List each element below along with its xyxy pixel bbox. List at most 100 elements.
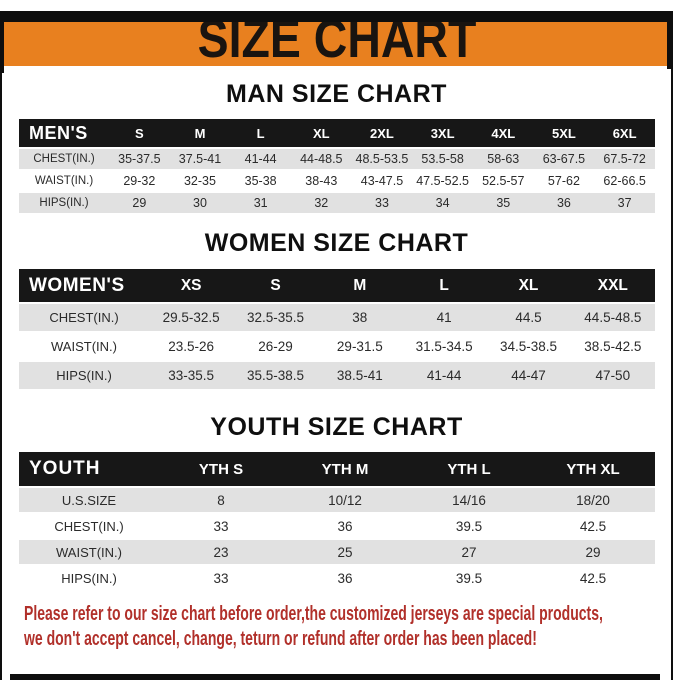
size-value: 31.5-34.5 <box>401 331 487 362</box>
size-value: 37 <box>594 191 655 215</box>
size-value: 67.5-72 <box>594 147 655 171</box>
size-value: 31 <box>230 191 291 215</box>
group-label: MEN'S <box>19 119 109 148</box>
size-value: 29 <box>109 191 170 215</box>
size-column-header: 6XL <box>594 119 655 148</box>
size-value: 41-44 <box>230 147 291 171</box>
size-column-header: 3XL <box>412 119 473 148</box>
size-column-header: 4XL <box>472 119 534 148</box>
measurement-row: WAIST(IN.) 29-32 32-35 35-38 38-43 43-47.5 47.… <box>19 169 655 193</box>
measurement-row: WAIST(IN.) 23 25 27 29 <box>19 538 655 566</box>
row-label: HIPS(IN.) <box>19 191 109 215</box>
size-column-header: L <box>230 119 291 148</box>
size-column-header: XS <box>149 269 234 303</box>
size-value: 38.5-41 <box>317 360 402 391</box>
size-value: 44.5 <box>486 302 571 333</box>
row-label: WAIST(IN.) <box>19 538 159 566</box>
size-value: 32-35 <box>169 169 231 193</box>
size-value: 35-37.5 <box>109 147 170 171</box>
size-column-header: M <box>169 119 231 148</box>
table-header-row: YOUTH YTH S YTH M YTH L YTH XL <box>19 452 655 487</box>
size-column-header: S <box>233 269 318 303</box>
size-value: 53.5-58 <box>412 147 473 171</box>
size-chart-section-women: WOMEN SIZE CHART WOMEN'S XS S M L XL XXL CHEST(I… <box>0 229 673 391</box>
size-column-header: YTH XL <box>531 452 655 487</box>
size-value: 63-67.5 <box>533 147 595 171</box>
size-value: 36 <box>283 512 407 540</box>
table-header-row: MEN'S S M L XL 2XL 3XL 4XL 5XL 6XL <box>19 119 655 148</box>
size-value: 34 <box>412 191 473 215</box>
table-header-row: WOMEN'S XS S M L XL XXL <box>19 269 655 303</box>
row-label: U.S.SIZE <box>19 486 159 514</box>
measurement-row: U.S.SIZE 8 10/12 14/16 18/20 <box>19 486 655 514</box>
size-value: 44-47 <box>486 360 571 391</box>
size-value: 37.5-41 <box>169 147 231 171</box>
size-column-header: XL <box>290 119 352 148</box>
size-value: 52.5-57 <box>472 169 534 193</box>
size-value: 33 <box>351 191 413 215</box>
size-value: 39.5 <box>407 564 531 592</box>
size-value: 26-29 <box>233 331 318 362</box>
size-value: 47-50 <box>570 360 655 391</box>
size-value: 34.5-38.5 <box>486 331 571 362</box>
size-value: 23 <box>159 538 283 566</box>
women-size-table: WOMEN'S XS S M L XL XXL CHEST(IN.) 29.5-32.5 32.5… <box>19 269 655 391</box>
size-value: 39.5 <box>407 512 531 540</box>
measurement-row: CHEST(IN.) 35-37.5 37.5-41 41-44 44-48.5 48.5… <box>19 147 655 171</box>
size-value: 14/16 <box>407 486 531 514</box>
size-column-header: YTH L <box>407 452 531 487</box>
size-value: 29.5-32.5 <box>149 302 234 333</box>
disclaimer-line-2: we don't accept cancel, change, teturn o… <box>24 628 537 650</box>
top-right-corner-block <box>667 11 673 69</box>
row-label: HIPS(IN.) <box>19 564 159 592</box>
size-value: 41 <box>401 302 487 333</box>
size-value: 43-47.5 <box>351 169 413 193</box>
size-value: 18/20 <box>531 486 655 514</box>
row-label: WAIST(IN.) <box>19 331 149 362</box>
size-value: 10/12 <box>283 486 407 514</box>
size-value: 38 <box>317 302 402 333</box>
size-value: 33 <box>159 512 283 540</box>
size-chart-sections: MAN SIZE CHART MEN'S S M L XL 2XL 3XL 4XL 5XL 6XL C… <box>0 80 673 592</box>
youth-size-table: YOUTH YTH S YTH M YTH L YTH XL U.S.SIZE 8 10/12… <box>19 452 655 592</box>
size-value: 42.5 <box>531 512 655 540</box>
row-label: CHEST(IN.) <box>19 302 149 333</box>
size-value: 38.5-42.5 <box>570 331 655 362</box>
size-column-header: L <box>401 269 487 303</box>
measurement-row: HIPS(IN.) 33 36 39.5 42.5 <box>19 564 655 592</box>
size-value: 42.5 <box>531 564 655 592</box>
size-column-header: XL <box>486 269 571 303</box>
size-value: 41-44 <box>401 360 487 391</box>
size-value: 23.5-26 <box>149 331 234 362</box>
size-value: 29-31.5 <box>317 331 402 362</box>
size-value: 36 <box>283 564 407 592</box>
size-value: 44.5-48.5 <box>570 302 655 333</box>
men-section-heading: MAN SIZE CHART <box>226 80 447 108</box>
size-value: 25 <box>283 538 407 566</box>
size-value: 35-38 <box>230 169 291 193</box>
disclaimer-line-1: Please refer to our size chart before or… <box>24 603 603 625</box>
top-left-corner-block <box>0 11 4 73</box>
size-value: 8 <box>159 486 283 514</box>
size-chart-section-men: MAN SIZE CHART MEN'S S M L XL 2XL 3XL 4XL 5XL 6XL C… <box>0 80 673 215</box>
size-column-header: S <box>109 119 170 148</box>
measurement-row: CHEST(IN.) 29.5-32.5 32.5-35.5 38 41 44.5 44.5… <box>19 302 655 333</box>
group-label: YOUTH <box>19 452 159 487</box>
size-column-header: YTH M <box>283 452 407 487</box>
size-value: 30 <box>169 191 231 215</box>
top-border-bar <box>0 11 673 22</box>
size-chart-section-youth: YOUTH SIZE CHART YOUTH YTH S YTH M YTH L YTH … <box>0 413 673 592</box>
size-value: 33 <box>159 564 283 592</box>
size-value: 44-48.5 <box>290 147 352 171</box>
size-value: 29 <box>531 538 655 566</box>
size-column-header: M <box>317 269 402 303</box>
measurement-row: HIPS(IN.) 29 30 31 32 33 34 35 36 37 <box>19 191 655 215</box>
youth-section-heading: YOUTH SIZE CHART <box>210 413 463 441</box>
size-value: 38-43 <box>290 169 352 193</box>
size-column-header: YTH S <box>159 452 283 487</box>
size-value: 27 <box>407 538 531 566</box>
row-label: HIPS(IN.) <box>19 360 149 391</box>
disclaimer-note: Please refer to our size chart before or… <box>24 602 673 652</box>
size-value: 57-62 <box>533 169 595 193</box>
size-value: 29-32 <box>109 169 170 193</box>
